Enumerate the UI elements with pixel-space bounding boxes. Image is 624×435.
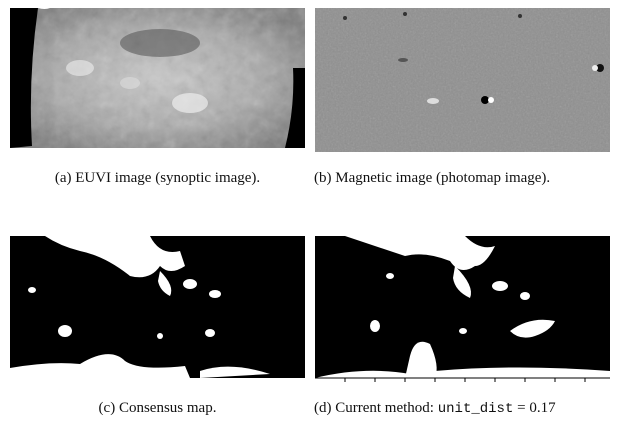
caption-suffix: = 0.17 — [517, 400, 555, 416]
caption: (b) Magnetic image (photomap image). — [314, 168, 612, 189]
figure: (a) EUVI image (synoptic image). (b) Mag… — [0, 0, 624, 435]
caption-prefix: (d) Current method: — [314, 400, 434, 416]
euvi-image — [10, 8, 305, 148]
caption: (d) Current method: unit_dist = 0.17 — [314, 398, 612, 420]
consensus-map — [10, 236, 305, 378]
method-map — [315, 236, 610, 382]
caption: (a) EUVI image (synoptic image). — [4, 168, 311, 189]
code: unit_dist — [438, 401, 514, 417]
caption: (c) Consensus map. — [4, 398, 311, 419]
magnetic-image — [315, 8, 610, 152]
